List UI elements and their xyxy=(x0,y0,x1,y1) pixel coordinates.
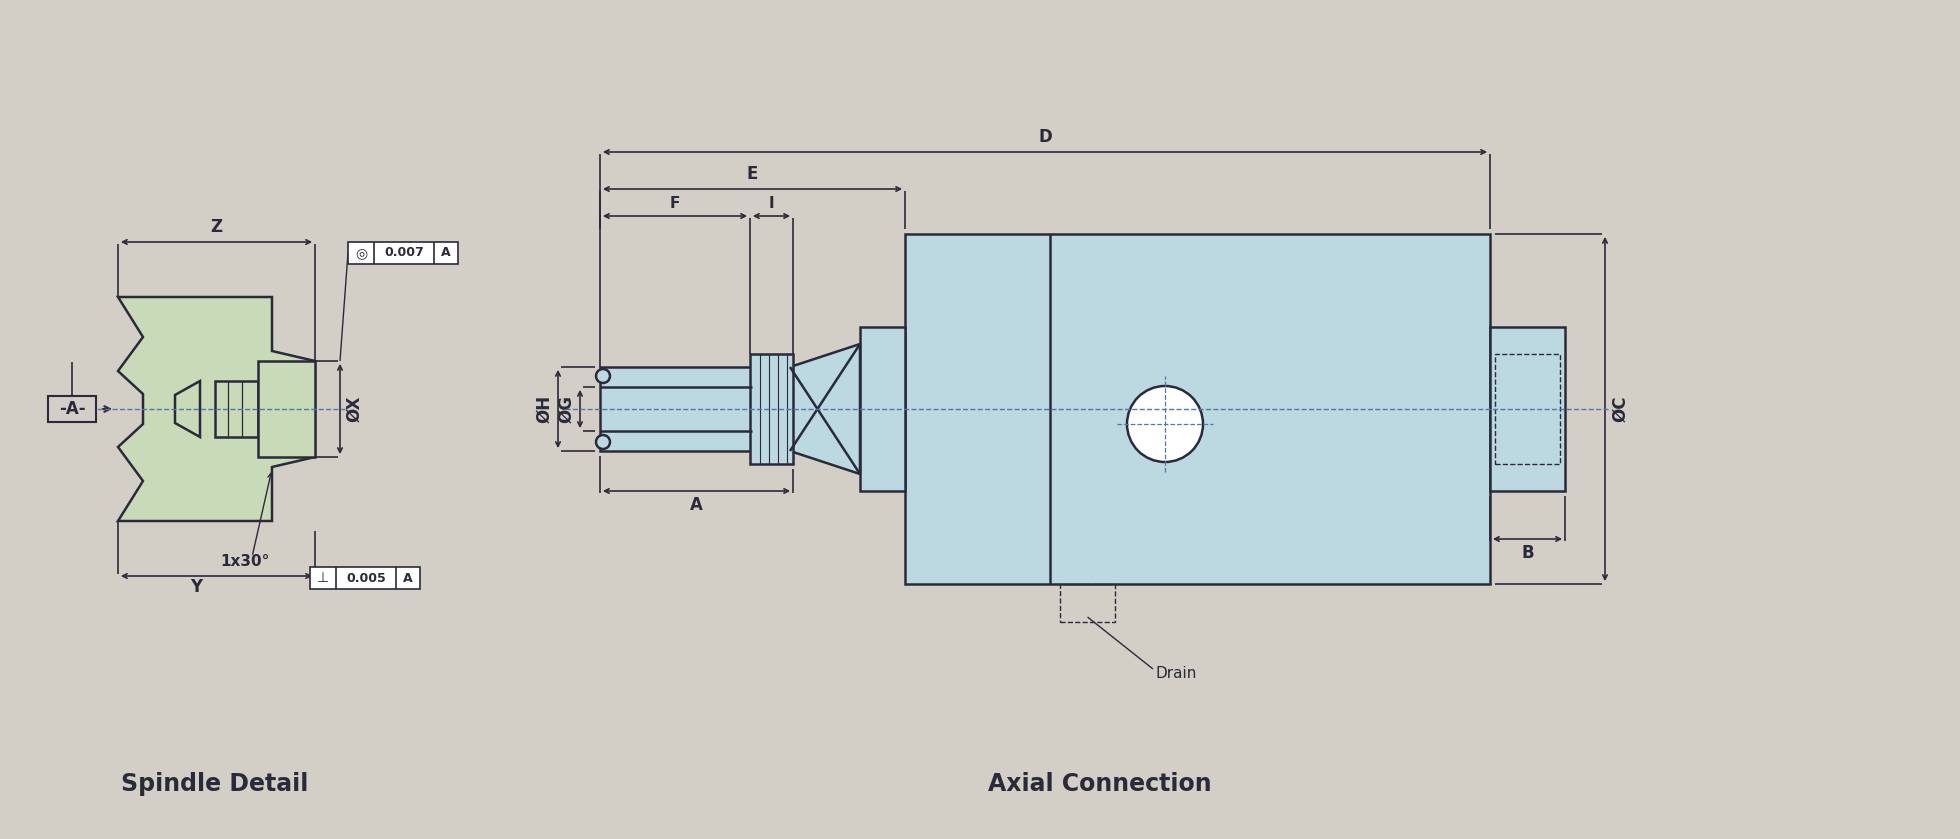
Text: Drain: Drain xyxy=(1154,666,1196,681)
Bar xyxy=(1060,584,1115,622)
Text: B: B xyxy=(1521,544,1535,562)
Polygon shape xyxy=(118,297,316,521)
Polygon shape xyxy=(174,381,200,437)
Circle shape xyxy=(596,435,610,449)
Polygon shape xyxy=(790,344,860,474)
Text: Z: Z xyxy=(210,218,223,236)
Bar xyxy=(310,567,419,589)
Bar xyxy=(906,234,1490,584)
Bar xyxy=(860,327,906,491)
Text: I: I xyxy=(768,196,774,211)
Text: Y: Y xyxy=(190,578,202,596)
Bar xyxy=(349,242,459,264)
Circle shape xyxy=(1127,386,1203,462)
Text: ◎: ◎ xyxy=(355,246,367,260)
Text: A: A xyxy=(441,247,451,259)
Circle shape xyxy=(596,369,610,383)
Text: 0.005: 0.005 xyxy=(347,571,386,585)
Bar xyxy=(47,396,96,422)
Text: ⊥: ⊥ xyxy=(318,571,329,585)
Text: E: E xyxy=(747,165,759,183)
Text: A: A xyxy=(690,496,704,514)
Bar xyxy=(1490,327,1564,491)
Bar xyxy=(600,367,753,451)
Text: ØC: ØC xyxy=(1611,396,1629,422)
Text: ØH: ØH xyxy=(535,395,553,423)
Text: -A-: -A- xyxy=(59,400,86,418)
Bar xyxy=(1495,354,1560,464)
Bar xyxy=(216,381,259,437)
Text: 1x30°: 1x30° xyxy=(220,554,270,569)
Text: Axial Connection: Axial Connection xyxy=(988,772,1211,796)
Bar xyxy=(751,354,794,464)
Text: F: F xyxy=(670,196,680,211)
Text: Spindle Detail: Spindle Detail xyxy=(122,772,308,796)
Text: ØX: ØX xyxy=(345,396,363,422)
Bar xyxy=(259,361,316,457)
Text: A: A xyxy=(404,571,414,585)
Text: 0.007: 0.007 xyxy=(384,247,423,259)
Text: ØG: ØG xyxy=(557,395,574,423)
Text: D: D xyxy=(1039,128,1053,146)
